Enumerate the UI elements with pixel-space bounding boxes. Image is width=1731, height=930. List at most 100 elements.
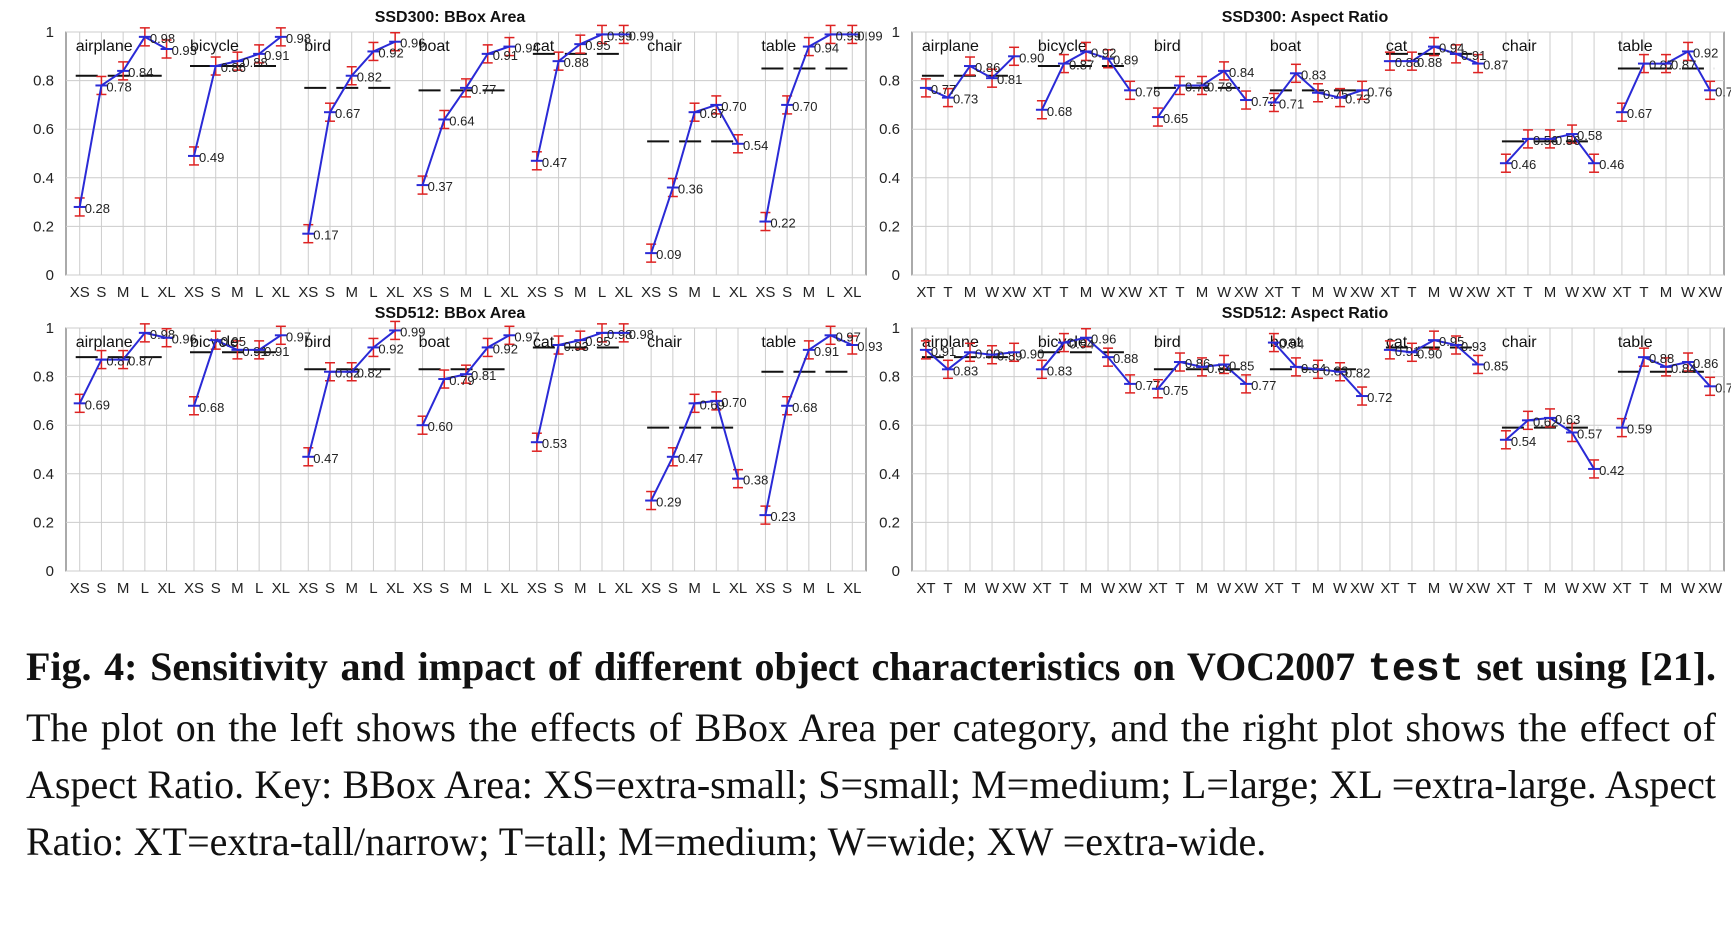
data-label: 0.82 (1345, 366, 1370, 381)
x-tick-label: XL (386, 284, 404, 301)
data-label: 0.93 (857, 339, 882, 354)
y-tick-label: 1 (892, 24, 900, 41)
data-label: 0.77 (1251, 378, 1276, 393)
x-tick-label: T (1175, 580, 1184, 597)
x-tick-label: S (439, 580, 449, 597)
data-label: 0.38 (743, 473, 768, 488)
group-label: table (1618, 334, 1653, 351)
data-label: 0.85 (1483, 358, 1508, 373)
x-tick-label: M (117, 284, 130, 301)
group-label: table (761, 38, 796, 55)
data-label: 0.98 (286, 31, 311, 46)
group-label: bird (1154, 38, 1181, 55)
x-tick-label: XT (1380, 284, 1399, 301)
data-label: 0.87 (1483, 58, 1508, 73)
x-tick-label: XW (1582, 580, 1607, 597)
data-label: 0.70 (721, 395, 746, 410)
data-label: 0.69 (85, 397, 110, 412)
y-tick-label: 0.6 (879, 417, 900, 434)
data-label: 0.71 (1279, 96, 1304, 111)
data-label: 0.96 (400, 36, 425, 51)
data-label: 0.56 (1533, 133, 1558, 148)
x-tick-label: XL (157, 580, 175, 597)
data-label: 0.90 (1417, 346, 1442, 361)
x-tick-label: XS (527, 284, 547, 301)
x-tick-label: M (574, 284, 587, 301)
data-label: 0.76 (1135, 84, 1160, 99)
x-tick-label: W (985, 580, 1000, 597)
x-tick-label: W (1217, 580, 1232, 597)
x-tick-label: M (1660, 580, 1673, 597)
x-tick-label: M (1428, 580, 1441, 597)
x-tick-label: M (231, 580, 244, 597)
x-tick-label: XT (916, 284, 935, 301)
data-label: 0.82 (357, 366, 382, 381)
data-label: 0.65 (1163, 111, 1188, 126)
data-label: 0.90 (1019, 346, 1044, 361)
data-label: 0.76 (1715, 84, 1731, 99)
group-label: airplane (76, 38, 133, 55)
data-label: 0.37 (428, 179, 453, 194)
x-tick-label: W (1333, 284, 1348, 301)
x-tick-label: T (1639, 284, 1648, 301)
caption-body: The plot on the left shows the effects o… (26, 705, 1716, 864)
x-tick-label: XL (843, 580, 861, 597)
x-tick-label: XT (1264, 284, 1283, 301)
data-label: 0.42 (1599, 463, 1624, 478)
data-label: 0.91 (242, 344, 267, 359)
x-tick-label: L (141, 580, 149, 597)
data-label: 0.46 (1511, 157, 1536, 172)
data-label: 0.78 (1185, 79, 1210, 94)
data-label: 0.46 (1599, 157, 1624, 172)
y-tick-label: 1 (46, 320, 54, 337)
y-tick-label: 0.8 (33, 73, 54, 90)
x-tick-label: XS (184, 284, 204, 301)
x-tick-label: W (1217, 284, 1232, 301)
x-tick-label: T (1291, 580, 1300, 597)
x-tick-label: S (782, 284, 792, 301)
x-tick-label: XT (1496, 580, 1515, 597)
y-tick-label: 0.8 (33, 369, 54, 386)
y-tick-label: 0.8 (879, 73, 900, 90)
data-label: 0.88 (242, 55, 267, 70)
data-label: 0.91 (493, 48, 518, 63)
data-label: 0.70 (792, 99, 817, 114)
data-label: 0.54 (743, 138, 768, 153)
chart-title: SSD300: BBox Area (375, 9, 526, 26)
x-tick-label: L (712, 284, 720, 301)
data-label: 0.99 (607, 28, 632, 43)
data-label: 0.84 (1671, 361, 1696, 376)
y-tick-label: 0.4 (879, 466, 900, 483)
x-tick-label: S (554, 580, 564, 597)
data-label: 0.79 (449, 373, 474, 388)
group-label: airplane (76, 334, 133, 351)
data-label: 0.36 (678, 182, 703, 197)
x-tick-label: S (211, 580, 221, 597)
x-tick-label: XS (755, 284, 775, 301)
y-tick-label: 0.8 (879, 369, 900, 386)
x-tick-label: XL (272, 580, 290, 597)
y-tick-label: 0 (892, 563, 900, 580)
x-tick-label: M (1196, 284, 1209, 301)
data-label: 0.94 (1439, 41, 1464, 56)
x-tick-label: XW (1350, 580, 1375, 597)
data-label: 0.83 (953, 363, 978, 378)
y-tick-label: 1 (46, 24, 54, 41)
data-label: 0.88 (1649, 351, 1674, 366)
data-label: 0.68 (199, 400, 224, 415)
x-tick-label: M (460, 580, 473, 597)
x-tick-label: XL (615, 580, 633, 597)
data-label: 0.29 (656, 495, 681, 510)
x-tick-label: L (369, 580, 377, 597)
group-label: cat (1386, 38, 1408, 55)
x-tick-label: T (943, 284, 952, 301)
data-label: 0.97 (514, 329, 539, 344)
data-label: 0.72 (1367, 390, 1392, 405)
x-tick-label: XW (1698, 284, 1723, 301)
data-label: 0.99 (629, 28, 654, 43)
data-label: 0.87 (1069, 58, 1094, 73)
data-label: 0.56 (1555, 133, 1580, 148)
data-label: 0.84 (1229, 65, 1254, 80)
x-tick-label: L (598, 284, 606, 301)
x-tick-label: M (688, 580, 701, 597)
